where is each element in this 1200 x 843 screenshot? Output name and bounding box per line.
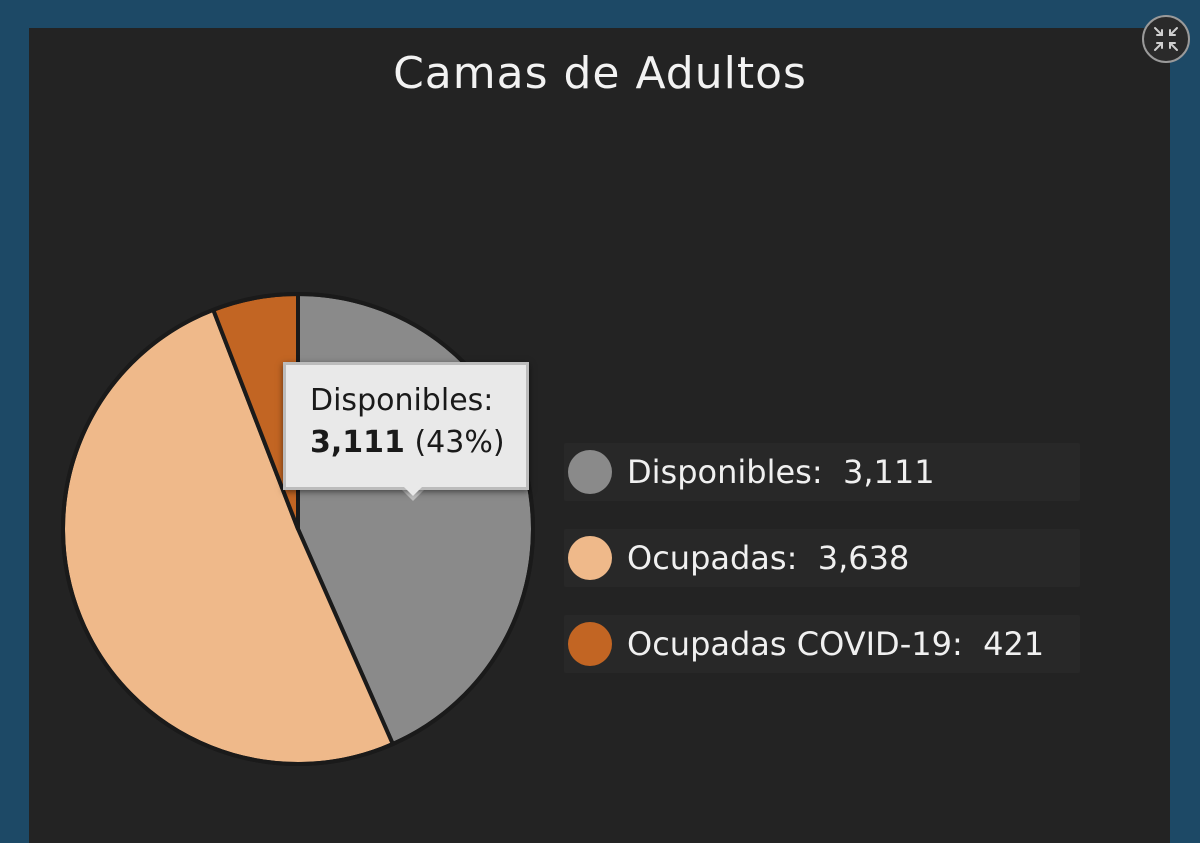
legend-swatch-ocupadas-covid	[568, 622, 612, 666]
pie-outline	[61, 292, 535, 766]
chart-title: Camas de Adultos	[393, 48, 807, 99]
legend-label: Ocupadas: 3,638	[627, 539, 910, 577]
legend-label: Ocupadas COVID-19: 421	[627, 625, 1045, 663]
tooltip-value: 3,111	[310, 425, 405, 460]
tooltip-percent: (43%)	[414, 425, 505, 460]
tooltip: Disponibles: 3,111 (43%)	[283, 362, 529, 490]
legend-item-disponibles[interactable]: Disponibles: 3,111	[564, 443, 1081, 501]
legend-item-ocupadas-covid[interactable]: Ocupadas COVID-19: 421	[564, 615, 1081, 673]
legend-swatch-ocupadas	[568, 536, 612, 580]
legend-item-ocupadas[interactable]: Ocupadas: 3,638	[564, 529, 1081, 587]
legend-swatch-disponibles	[568, 450, 612, 494]
tooltip-arrow-inner	[402, 485, 424, 496]
legend: Disponibles: 3,111 Ocupadas: 3,638 Ocupa…	[564, 443, 1081, 701]
collapse-arrows-icon	[1154, 27, 1178, 51]
tooltip-value-line: 3,111 (43%)	[310, 421, 526, 465]
tooltip-label: Disponibles:	[310, 383, 494, 418]
legend-label: Disponibles: 3,111	[627, 453, 935, 491]
collapse-button[interactable]	[1142, 15, 1190, 63]
